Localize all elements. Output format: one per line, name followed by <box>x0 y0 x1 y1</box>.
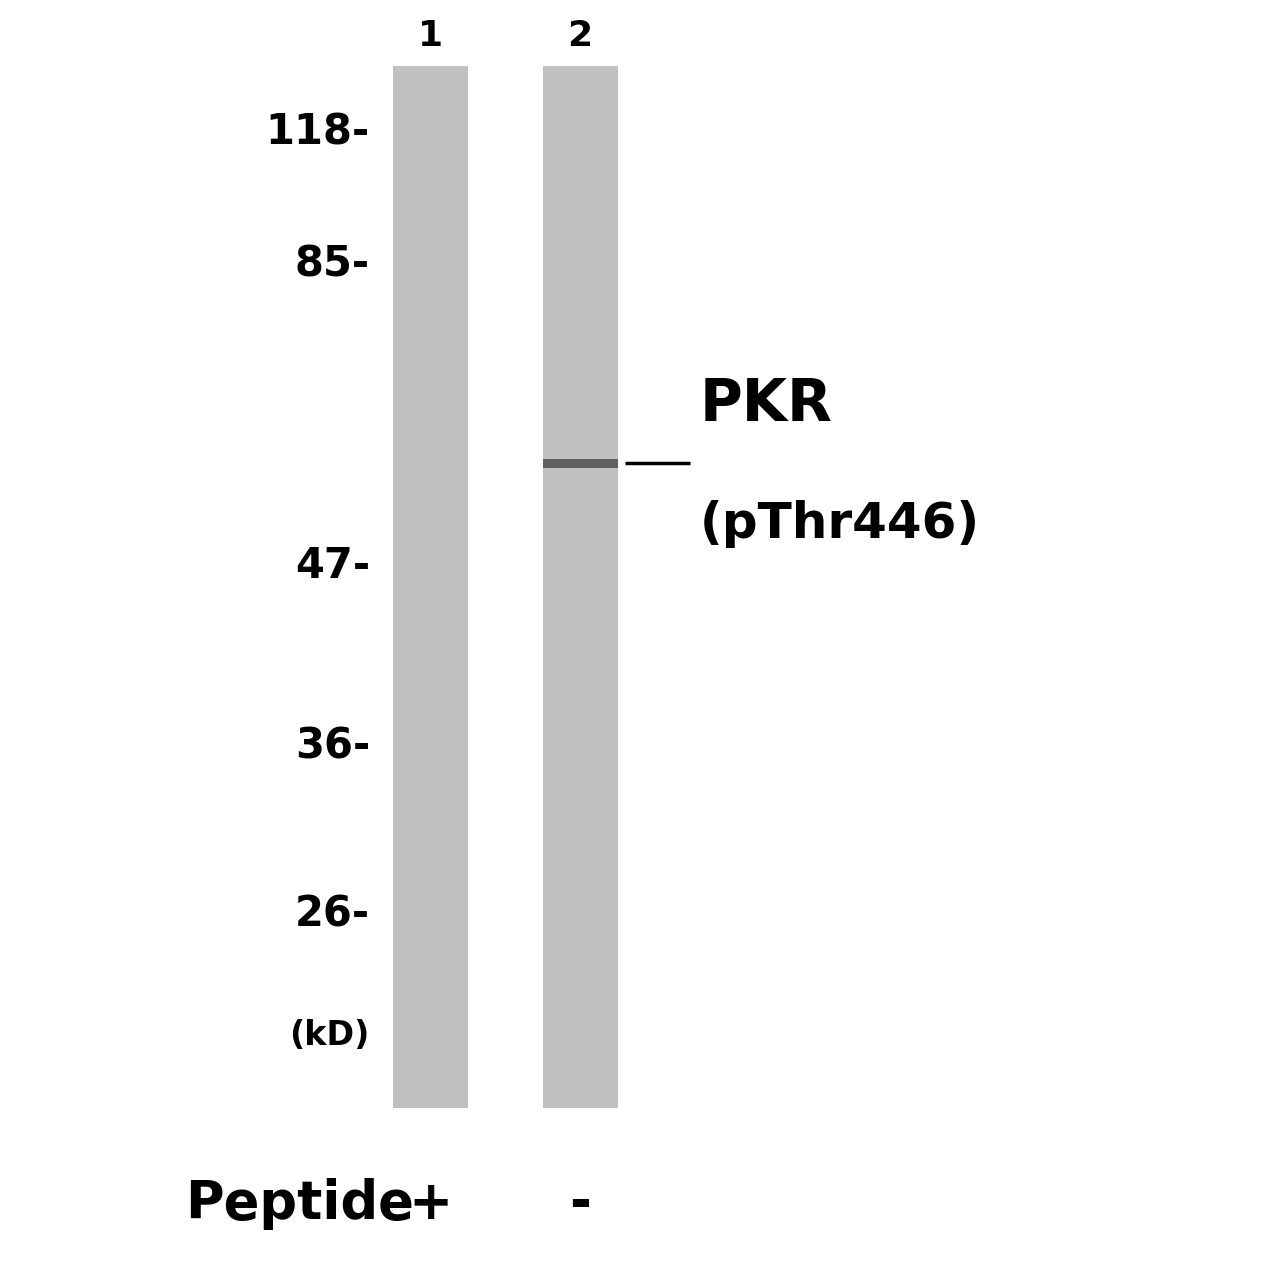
Text: 47-: 47- <box>294 545 370 586</box>
Text: (kD): (kD) <box>289 1019 370 1052</box>
Text: 26-: 26- <box>294 894 370 935</box>
Text: 1: 1 <box>417 19 443 53</box>
Text: 2: 2 <box>567 19 593 53</box>
Text: 118-: 118- <box>266 111 370 153</box>
Bar <box>543 459 617 468</box>
Text: 36-: 36- <box>294 726 370 767</box>
Text: Peptide: Peptide <box>186 1178 413 1230</box>
Text: (pThr446): (pThr446) <box>700 499 980 547</box>
Text: 85-: 85- <box>294 244 370 286</box>
Bar <box>393 66 467 1107</box>
Text: PKR: PKR <box>700 377 833 434</box>
Bar <box>543 66 617 1107</box>
Text: -: - <box>570 1178 591 1230</box>
Text: +: + <box>408 1178 452 1230</box>
